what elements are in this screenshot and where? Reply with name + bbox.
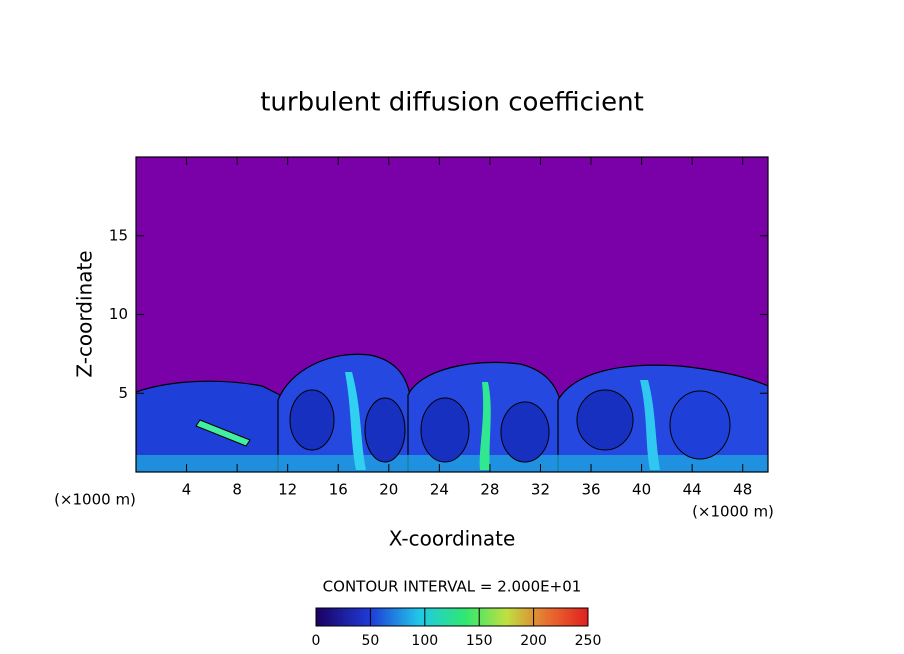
x-tick-label: 48	[733, 481, 752, 499]
colorbar-tick-label: 200	[520, 633, 547, 649]
contour-interval: CONTOUR INTERVAL = 2.000E+01	[323, 578, 582, 596]
x-tick-label: 44	[683, 481, 702, 499]
y-axis-label: Z-coordinate	[73, 250, 97, 377]
x-tick-label: 4	[182, 481, 192, 499]
field-core	[364, 397, 406, 463]
x-tick-label: 20	[379, 481, 398, 499]
colorbar-tick-label: 100	[411, 633, 438, 649]
y-tick-label: 10	[109, 305, 128, 323]
field-streak	[345, 372, 366, 470]
field-core	[500, 401, 550, 463]
x-tick-label: 16	[329, 481, 348, 499]
x-axis-label: X-coordinate	[389, 527, 516, 551]
x-unit-label: (×1000 m)	[54, 491, 136, 509]
contour-field	[136, 157, 768, 472]
field-region	[136, 455, 768, 472]
field-core	[289, 389, 335, 451]
x-tick-label: 32	[531, 481, 550, 499]
field-core	[669, 390, 731, 460]
x-tick-label: 36	[581, 481, 600, 499]
x-unit-label: (×1000 m)	[692, 503, 774, 521]
x-tick-label: 24	[430, 481, 449, 499]
colorbar-tick-label: 150	[466, 633, 493, 649]
colorbar-tick-label: 0	[312, 633, 321, 649]
x-tick-label: 40	[632, 481, 651, 499]
y-tick-label: 15	[109, 226, 128, 244]
field-streak	[479, 382, 491, 470]
x-tick-label: 12	[278, 481, 297, 499]
field-streak	[640, 380, 660, 470]
colorbar	[315, 607, 589, 627]
chart-title: turbulent diffusion coefficient	[260, 88, 644, 118]
x-tick-label: 28	[480, 481, 499, 499]
colorbar-tick-label: 250	[575, 633, 602, 649]
x-tick-label: 8	[232, 481, 242, 499]
colorbar-tick-label: 50	[361, 633, 379, 649]
field-core	[576, 389, 634, 451]
field-streak	[195, 419, 251, 447]
field-core	[420, 397, 470, 463]
y-tick-label: 5	[118, 384, 128, 402]
